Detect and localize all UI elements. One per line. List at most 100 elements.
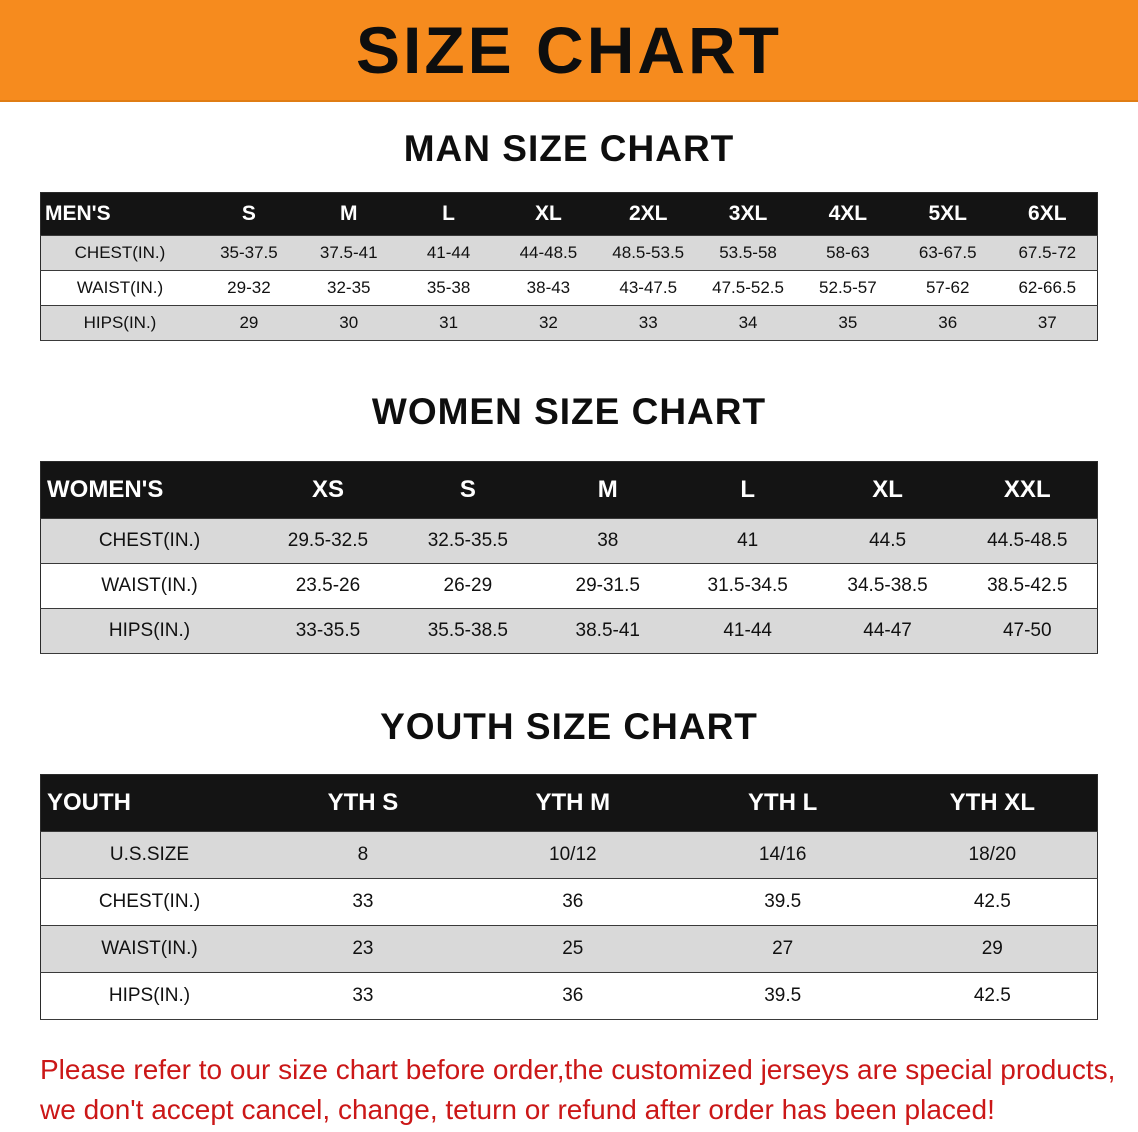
footer-notice-line-2: we don't accept cancel, change, teturn o… [40,1094,995,1125]
column-header: M [298,192,399,236]
cell-value: 29-32 [199,270,299,306]
man-size-section: MAN SIZE CHART MEN'S S M L XL 2XL 3XL 4XL 5XL 6XL… [0,128,1138,341]
cell-value: 27 [677,925,888,973]
column-header: 4XL [797,192,898,236]
table-header-row: MEN'S S M L XL 2XL 3XL 4XL 5XL 6XL [40,192,1098,236]
cell-value: 25 [467,925,678,973]
banner: SIZE CHART [0,0,1138,102]
table-row: HIPS(IN.) 33 36 39.5 42.5 [40,972,1098,1020]
cell-value: 18/20 [887,831,1098,879]
row-label: CHEST(IN.) [40,235,199,271]
table-row: WAIST(IN.) 23.5-26 26-29 29-31.5 31.5-34.5 34… [40,563,1098,609]
cell-value: 44-48.5 [498,235,599,271]
column-header: L [677,461,818,519]
cell-value: 39.5 [677,972,888,1020]
column-header: 5XL [897,192,998,236]
cell-value: 29 [887,925,1098,973]
footer-notice: Please refer to our size chart before or… [40,1050,1138,1130]
youth-size-section: YOUTH SIZE CHART YOUTH YTH S YTH M YTH L YTH… [0,706,1138,1020]
cell-value: 36 [897,305,998,341]
cell-value: 33-35.5 [258,608,398,654]
cell-value: 37 [997,305,1098,341]
cell-value: 29.5-32.5 [258,518,398,564]
cell-value: 35-37.5 [199,235,299,271]
cell-value: 37.5-41 [298,235,399,271]
cell-value: 39.5 [677,878,888,926]
cell-value: 26-29 [397,563,538,609]
cell-value: 36 [467,878,678,926]
cell-value: 8 [258,831,468,879]
cell-value: 41 [677,518,818,564]
row-label: HIPS(IN.) [40,608,258,654]
table-row: WAIST(IN.) 23 25 27 29 [40,925,1098,973]
table-header-row: YOUTH YTH S YTH M YTH L YTH XL [40,774,1098,832]
cell-value: 38 [537,518,678,564]
cell-value: 41-44 [677,608,818,654]
column-header: XL [817,461,958,519]
cell-value: 34.5-38.5 [817,563,958,609]
column-header: S [199,192,299,236]
cell-value: 44-47 [817,608,958,654]
row-label: CHEST(IN.) [40,518,258,564]
cell-value: 23 [258,925,468,973]
cell-value: 31 [398,305,499,341]
cell-value: 34 [698,305,798,341]
column-header: YTH XL [887,774,1098,832]
row-label: WAIST(IN.) [40,270,199,306]
youth-size-table: YOUTH YTH S YTH M YTH L YTH XL U.S.SIZE 8 10/12… [40,774,1098,1020]
cell-value: 38.5-41 [537,608,678,654]
women-size-section: WOMEN SIZE CHART WOMEN'S XS S M L XL XXL CHEST(… [0,391,1138,654]
cell-value: 29 [199,305,299,341]
cell-value: 63-67.5 [897,235,998,271]
column-header: L [398,192,499,236]
cell-value: 33 [258,878,468,926]
cell-value: 44.5-48.5 [957,518,1098,564]
table-row: U.S.SIZE 8 10/12 14/16 18/20 [40,831,1098,879]
row-label: CHEST(IN.) [40,878,258,926]
column-header: XXL [957,461,1098,519]
column-header: XS [258,461,398,519]
row-label: U.S.SIZE [40,831,258,879]
table-title-cell: MEN'S [40,192,199,236]
column-header: YTH S [258,774,468,832]
column-header: YTH M [467,774,678,832]
footer-notice-line-1: Please refer to our size chart before or… [40,1054,1116,1085]
cell-value: 67.5-72 [997,235,1098,271]
cell-value: 47-50 [957,608,1098,654]
column-header: 2XL [598,192,699,236]
table-header-row: WOMEN'S XS S M L XL XXL [40,461,1098,519]
column-header: 3XL [698,192,798,236]
table-row: HIPS(IN.) 33-35.5 35.5-38.5 38.5-41 41-44 44-… [40,608,1098,654]
cell-value: 32.5-35.5 [397,518,538,564]
youth-section-heading: YOUTH SIZE CHART [380,706,758,747]
cell-value: 38-43 [498,270,599,306]
cell-value: 44.5 [817,518,958,564]
column-header: XL [498,192,599,236]
cell-value: 23.5-26 [258,563,398,609]
row-label: WAIST(IN.) [40,563,258,609]
cell-value: 42.5 [887,878,1098,926]
cell-value: 41-44 [398,235,499,271]
table-row: CHEST(IN.) 35-37.5 37.5-41 41-44 44-48.5 48.5… [40,235,1098,271]
table-row: CHEST(IN.) 33 36 39.5 42.5 [40,878,1098,926]
cell-value: 30 [298,305,399,341]
cell-value: 58-63 [797,235,898,271]
column-header: YTH L [677,774,888,832]
cell-value: 35.5-38.5 [397,608,538,654]
row-label: WAIST(IN.) [40,925,258,973]
cell-value: 33 [598,305,699,341]
man-size-table: MEN'S S M L XL 2XL 3XL 4XL 5XL 6XL CHEST(IN.) 35-37… [40,192,1098,341]
cell-value: 43-47.5 [598,270,699,306]
table-row: CHEST(IN.) 29.5-32.5 32.5-35.5 38 41 44.5 44.5… [40,518,1098,564]
cell-value: 31.5-34.5 [677,563,818,609]
cell-value: 36 [467,972,678,1020]
women-size-table: WOMEN'S XS S M L XL XXL CHEST(IN.) 29.5-32.5 32.5… [40,461,1098,654]
cell-value: 14/16 [677,831,888,879]
cell-value: 57-62 [897,270,998,306]
women-section-heading: WOMEN SIZE CHART [371,391,767,432]
row-label: HIPS(IN.) [40,972,258,1020]
cell-value: 52.5-57 [797,270,898,306]
cell-value: 62-66.5 [997,270,1098,306]
table-title-cell: WOMEN'S [40,461,258,519]
